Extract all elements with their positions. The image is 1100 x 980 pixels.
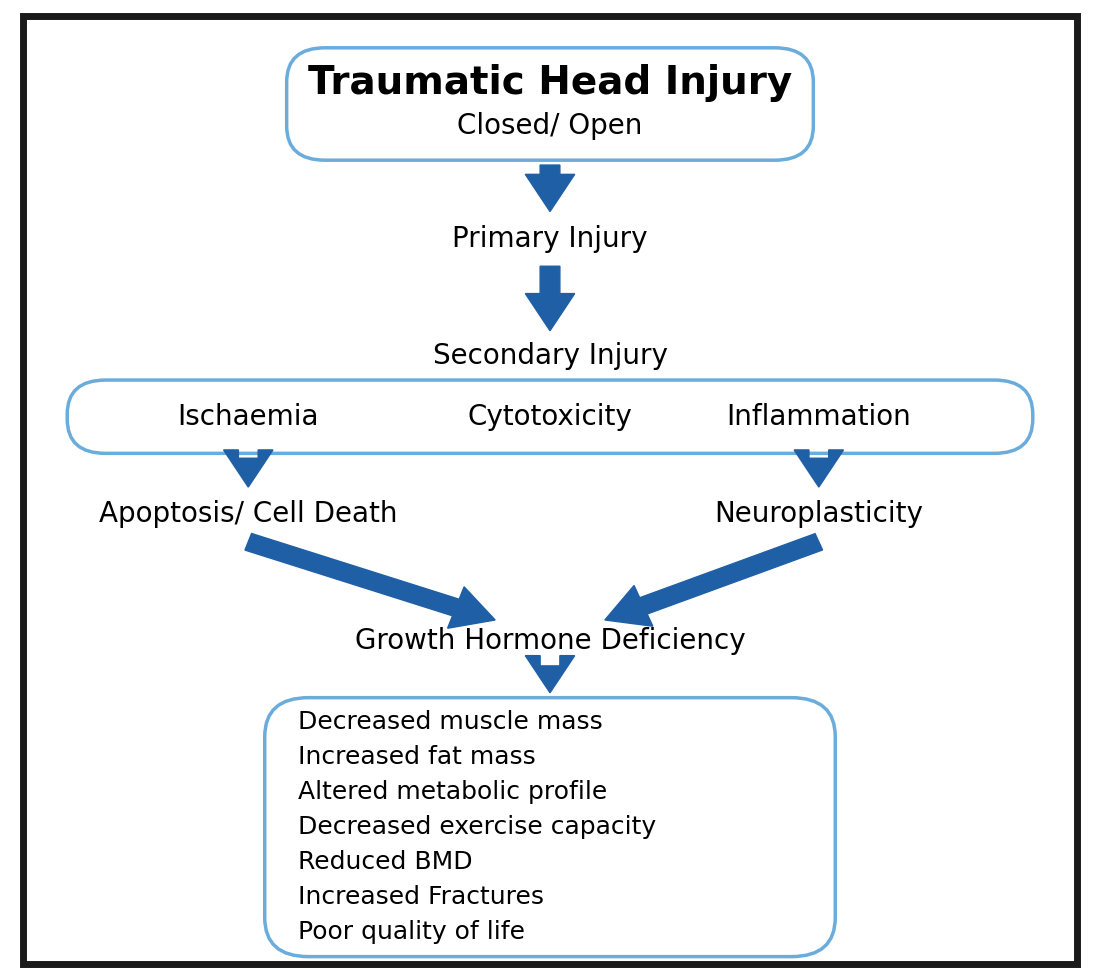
FancyBboxPatch shape — [287, 48, 813, 160]
Text: Decreased exercise capacity: Decreased exercise capacity — [298, 815, 656, 839]
Text: Traumatic Head Injury: Traumatic Head Injury — [308, 65, 792, 103]
Text: Decreased muscle mass: Decreased muscle mass — [298, 710, 603, 734]
FancyBboxPatch shape — [67, 380, 1033, 454]
Polygon shape — [245, 533, 495, 628]
Text: Ischaemia: Ischaemia — [177, 403, 319, 430]
Polygon shape — [526, 165, 574, 212]
Polygon shape — [794, 450, 844, 487]
FancyBboxPatch shape — [265, 698, 835, 956]
Text: Apoptosis/ Cell Death: Apoptosis/ Cell Death — [99, 501, 397, 528]
Polygon shape — [605, 534, 823, 626]
Text: Increased fat mass: Increased fat mass — [298, 745, 536, 769]
Text: Neuroplasticity: Neuroplasticity — [714, 501, 923, 528]
Text: Reduced BMD: Reduced BMD — [298, 851, 472, 874]
Text: Growth Hormone Deficiency: Growth Hormone Deficiency — [354, 627, 746, 656]
Text: Altered metabolic profile: Altered metabolic profile — [298, 780, 607, 805]
Text: Poor quality of life: Poor quality of life — [298, 920, 525, 944]
Polygon shape — [526, 267, 574, 330]
Text: Cytotoxicity: Cytotoxicity — [468, 403, 632, 430]
FancyBboxPatch shape — [23, 16, 1077, 964]
Text: Inflammation: Inflammation — [726, 403, 911, 430]
Polygon shape — [526, 656, 574, 693]
Text: Increased Fractures: Increased Fractures — [298, 885, 543, 909]
Text: Closed/ Open: Closed/ Open — [458, 113, 642, 140]
Text: Primary Injury: Primary Injury — [452, 224, 648, 253]
Text: Secondary Injury: Secondary Injury — [432, 342, 668, 370]
Polygon shape — [223, 450, 273, 487]
